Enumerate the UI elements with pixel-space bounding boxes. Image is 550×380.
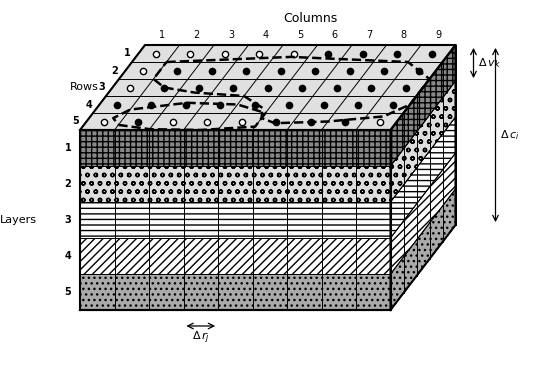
- Text: 3: 3: [98, 82, 105, 92]
- Text: Layers: Layers: [0, 215, 36, 225]
- Polygon shape: [80, 238, 390, 274]
- Text: 1: 1: [159, 30, 166, 40]
- Polygon shape: [80, 45, 455, 130]
- Text: 8: 8: [401, 30, 407, 40]
- Text: 3: 3: [65, 215, 72, 225]
- Polygon shape: [80, 166, 390, 202]
- Polygon shape: [80, 274, 390, 310]
- Text: 2: 2: [111, 65, 118, 76]
- Text: 1: 1: [65, 143, 72, 153]
- Polygon shape: [390, 153, 455, 274]
- Polygon shape: [80, 130, 390, 166]
- Text: 2: 2: [65, 179, 72, 189]
- Text: $\Delta\,c_i$: $\Delta\,c_i$: [499, 128, 519, 142]
- Text: 4: 4: [65, 251, 72, 261]
- Text: $\Delta\,r_j$: $\Delta\,r_j$: [192, 330, 210, 346]
- Polygon shape: [80, 202, 390, 238]
- Text: 1: 1: [124, 49, 131, 59]
- Text: Rows: Rows: [70, 82, 99, 92]
- Polygon shape: [390, 189, 455, 310]
- Text: 5: 5: [297, 30, 304, 40]
- Polygon shape: [390, 45, 455, 166]
- Text: Columns: Columns: [283, 12, 337, 25]
- Polygon shape: [390, 117, 455, 238]
- Text: 9: 9: [435, 30, 441, 40]
- Text: 6: 6: [332, 30, 338, 40]
- Text: $\Delta\,v_k$: $\Delta\,v_k$: [477, 56, 500, 70]
- Text: 5: 5: [72, 117, 79, 127]
- Text: 4: 4: [85, 100, 92, 109]
- Text: 5: 5: [65, 287, 72, 297]
- Text: 4: 4: [263, 30, 269, 40]
- Text: 2: 2: [194, 30, 200, 40]
- Text: 7: 7: [366, 30, 372, 40]
- Polygon shape: [390, 81, 455, 202]
- Text: 3: 3: [228, 30, 234, 40]
